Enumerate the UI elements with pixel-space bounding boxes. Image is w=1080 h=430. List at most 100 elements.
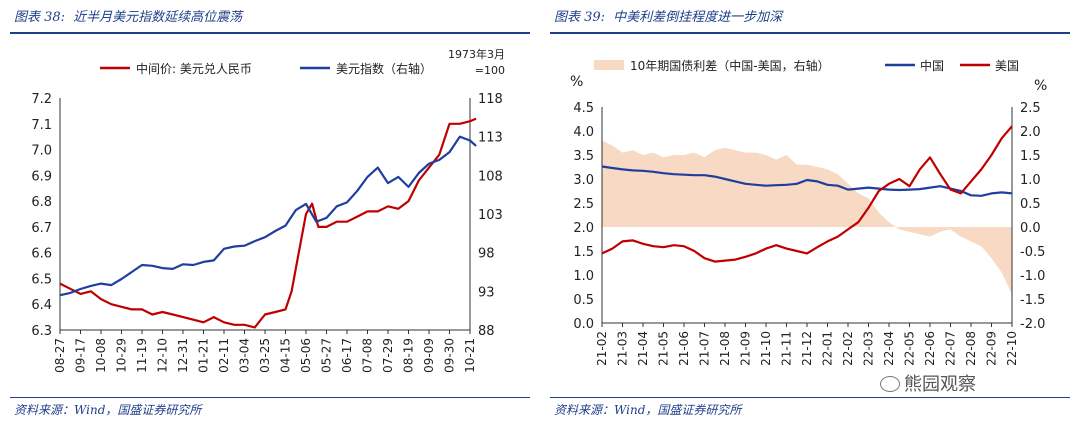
- legend-label: 中间价: 美元兑人民币: [136, 61, 252, 76]
- x-tick-label: 09-30: [443, 338, 457, 373]
- figure-number: 图表 39:: [554, 10, 606, 25]
- y-right-tick-label: 2.0: [1020, 125, 1041, 140]
- y-right-tick-label: 108: [478, 169, 503, 184]
- y-right-tick-label: -2.0: [1020, 317, 1045, 332]
- source-note: 资料来源：Wind，国盛证券研究所: [554, 403, 742, 417]
- series-area-spread: [602, 140, 1012, 295]
- y-left-tick-label: 6.3: [31, 324, 52, 339]
- y-left-tick-label: 6.9: [31, 169, 52, 184]
- series-line-c00000: [601, 125, 1013, 263]
- y-right-tick-label: -1.0: [1020, 269, 1045, 284]
- x-tick-label: 22-07: [944, 331, 958, 366]
- footer-rule: [10, 397, 530, 398]
- y-left-tick-label: 7.1: [31, 118, 52, 133]
- usd-chart: 6.3 6.4 6.5 6.6 6.7 6.8 6.9 7.0 7.1 7.2 88 93 98 103 1…: [31, 47, 505, 373]
- y-right-tick-label: -1.5: [1020, 293, 1045, 308]
- right-figure: 图表 39: 中美利差倒挂程度进一步加深 0.0 0.5 1.0 1.5 2.0 2.5 3.…: [540, 0, 1080, 430]
- source-note: 资料来源：Wind，国盛证券研究所: [14, 403, 202, 417]
- x-tick-label: 22-03: [862, 331, 876, 366]
- x-tick-label: 06-17: [340, 338, 354, 373]
- watermark-text: 熊园观察: [904, 374, 976, 395]
- x-tick-label: 11-19: [135, 338, 149, 373]
- x-tick-label: 10-08: [94, 338, 108, 373]
- figure-title-text: 中美利差倒挂程度进一步加深: [613, 10, 783, 25]
- figure-title: 图表 38: 近半月美元指数延续高位震荡: [14, 6, 242, 25]
- y-left-tick-label: 1.0: [573, 269, 594, 284]
- x-tick-label: 10-29: [115, 338, 129, 373]
- x-tick-label: 08-27: [53, 338, 67, 373]
- y-right-unit: %: [1034, 78, 1047, 94]
- y-left-tick-label: 6.4: [31, 298, 52, 313]
- yield-chart: 0.0 0.5 1.0 1.5 2.0 2.5 3.0 3.5 4.0 4.5 -2.0 -1.5 -1…: [570, 58, 1047, 366]
- x-tick-label: 21-06: [677, 331, 691, 366]
- x-tick-label: 21-04: [636, 331, 650, 366]
- y-right-tick-label: 98: [478, 247, 495, 262]
- y-left-tick-label: 1.5: [573, 245, 594, 260]
- y-left-tick-label: 2.0: [573, 221, 594, 236]
- left-figure: 图表 38: 近半月美元指数延续高位震荡 6.3 6.4 6.5 6.6 6.7 6.8 6.…: [10, 6, 530, 417]
- series-line-1f3f9e: [601, 165, 1013, 197]
- x-tick-label: 21-03: [616, 331, 630, 366]
- right-axis-note: 1973年3月: [448, 47, 505, 61]
- y-left-tick-label: 6.8: [31, 195, 52, 210]
- x-tick-label: 22-10: [1005, 331, 1019, 366]
- y-right-tick-label: 1.5: [1020, 149, 1041, 164]
- x-tick-label: 05-27: [320, 338, 334, 373]
- y-left-tick-label: 3.0: [573, 173, 594, 188]
- figure-title: 图表 39: 中美利差倒挂程度进一步加深: [554, 6, 782, 25]
- footer-rule: [550, 397, 1070, 398]
- y-left-tick-label: 4.0: [573, 125, 594, 140]
- x-tick-label: 07-29: [381, 338, 395, 373]
- x-tick-label: 01-21: [197, 338, 211, 373]
- y-right-tick-label: 0.0: [1020, 221, 1041, 236]
- x-tick-label: 09-17: [74, 338, 88, 373]
- x-tick-label: 03-25: [258, 338, 272, 373]
- x-tick-label: 02-11: [217, 338, 231, 373]
- x-tick-label: 09-09: [422, 338, 436, 373]
- y-right-tick-label: 88: [478, 324, 495, 339]
- x-tick-label: 07-08: [361, 338, 375, 373]
- x-tick-label: 08-19: [402, 338, 416, 373]
- x-tick-label: 21-02: [595, 331, 609, 366]
- x-tick-label: 22-04: [882, 331, 896, 366]
- x-tick-label: 21-08: [718, 331, 732, 366]
- legend-label: 10年期国债利差（中国-美国，右轴）: [630, 58, 830, 73]
- right-axis-note: =100: [475, 64, 505, 77]
- figure-number: 图表 38:: [14, 10, 66, 25]
- x-tick-label: 21-05: [657, 331, 671, 366]
- x-tick-label: 12-31: [176, 338, 190, 373]
- title-rule: [10, 32, 530, 34]
- y-left-tick-label: 7.0: [31, 144, 52, 159]
- x-tick-label: 12-10: [156, 338, 170, 373]
- y-left-tick-label: 6.6: [31, 247, 52, 262]
- x-tick-label: 21-07: [698, 331, 712, 366]
- figure-title-text: 近半月美元指数延续高位震荡: [73, 10, 243, 25]
- y-left-unit: %: [570, 74, 583, 90]
- y-left-tick-label: 0.0: [573, 317, 594, 332]
- y-right-tick-label: 1.0: [1020, 173, 1041, 188]
- legend-swatch: [594, 60, 624, 70]
- y-right-tick-label: 103: [478, 208, 503, 223]
- y-right-tick-label: 118: [478, 92, 503, 107]
- x-tick-label: 22-05: [903, 331, 917, 366]
- y-right-tick-label: 93: [478, 285, 495, 300]
- y-right-tick-label: 0.5: [1020, 197, 1041, 212]
- x-tick-label: 22-06: [923, 331, 937, 366]
- x-tick-label: 22-02: [841, 331, 855, 366]
- y-left-tick-label: 6.5: [31, 272, 52, 287]
- series-line-c00000: [59, 117, 477, 329]
- legend-label: 中国: [920, 58, 944, 73]
- series-line-1f3f9e: [59, 135, 477, 297]
- x-tick-label: 04-15: [279, 338, 293, 373]
- y-left-tick-label: 6.7: [31, 221, 52, 236]
- y-right-tick-label: 113: [478, 131, 503, 146]
- y-left-tick-label: 3.5: [573, 149, 594, 164]
- wechat-icon: [880, 376, 900, 392]
- x-tick-label: 21-09: [739, 331, 753, 366]
- x-tick-label: 05-06: [299, 338, 313, 373]
- x-tick-label: 22-01: [821, 331, 835, 366]
- x-tick-label: 22-08: [964, 331, 978, 366]
- y-left-tick-label: 2.5: [573, 197, 594, 212]
- x-tick-label: 03-04: [238, 338, 252, 373]
- y-right-tick-label: -0.5: [1020, 245, 1045, 260]
